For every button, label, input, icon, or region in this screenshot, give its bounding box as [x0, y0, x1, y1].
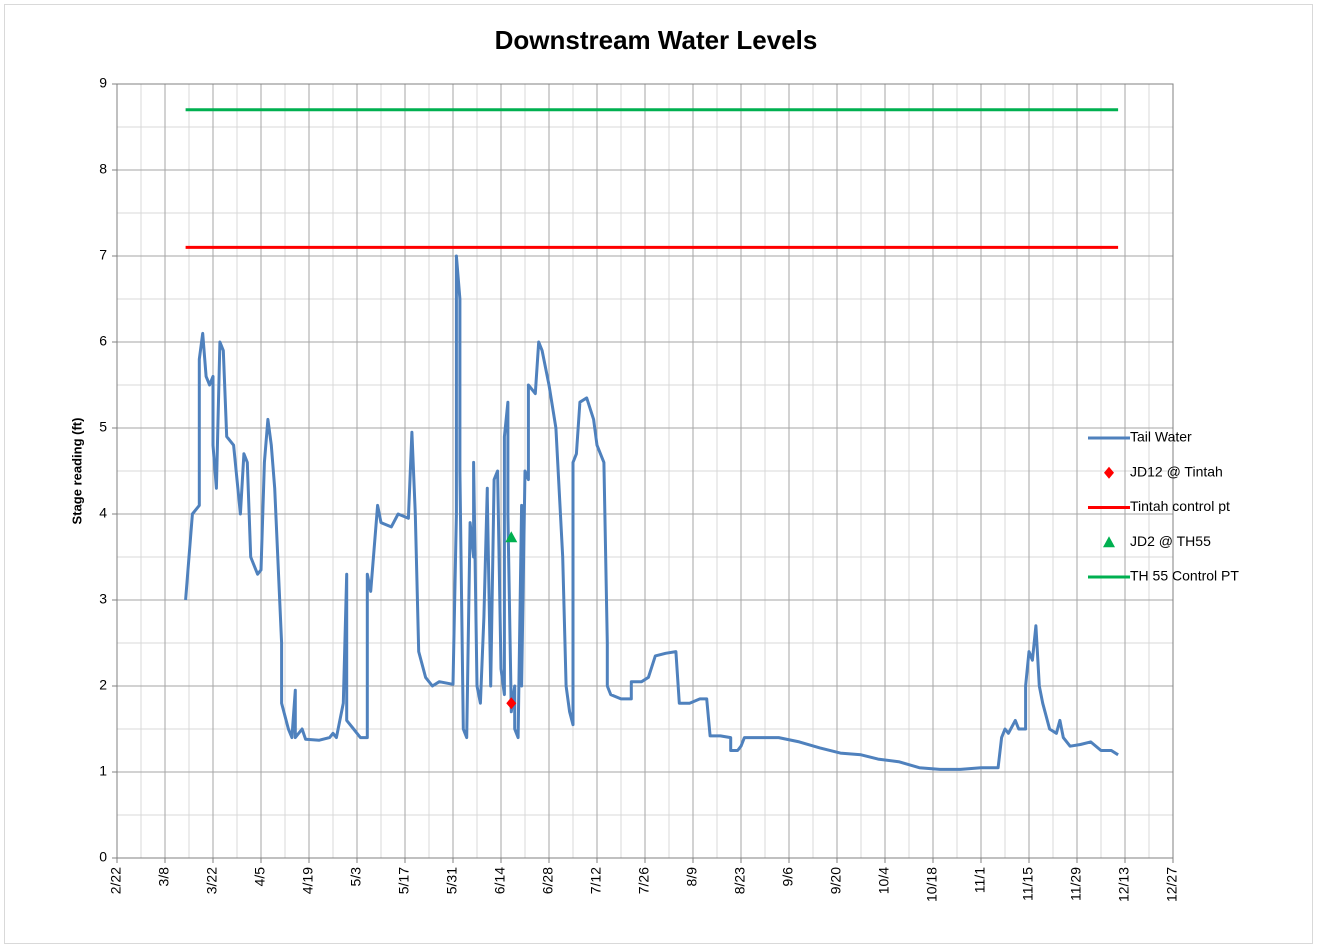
- x-tick-label: 5/31: [444, 867, 460, 894]
- legend-label: JD2 @ TH55: [1130, 533, 1211, 549]
- x-tick-label: 5/17: [396, 867, 412, 894]
- data-point: [506, 697, 517, 710]
- x-tick-label: 5/3: [348, 867, 364, 887]
- y-tick-label: 8: [99, 161, 107, 177]
- x-tick-label: 12/27: [1164, 867, 1180, 902]
- plot-border: [116, 83, 1174, 859]
- legend-label: JD12 @ Tintah: [1130, 463, 1223, 479]
- x-tick-label: 2/22: [108, 867, 124, 894]
- x-tick-label: 7/12: [588, 867, 604, 894]
- x-tick-label: 4/5: [252, 867, 268, 887]
- data-point: [505, 531, 518, 543]
- x-tick-label: 6/14: [492, 867, 508, 894]
- y-axis-label: Stage reading (ft): [69, 418, 84, 525]
- x-tick-label: 12/13: [1116, 867, 1132, 902]
- legend-label: TH 55 Control PT: [1130, 568, 1239, 584]
- y-tick-label: 4: [99, 505, 107, 521]
- x-tick-label: 6/28: [540, 867, 556, 894]
- y-tick-label: 3: [99, 591, 107, 607]
- y-tick-label: 2: [99, 677, 107, 693]
- legend-swatch: [1104, 466, 1114, 479]
- x-tick-label: 11/1: [972, 867, 988, 893]
- x-tick-label: 9/6: [780, 867, 796, 887]
- x-tick-label: 3/8: [156, 867, 172, 887]
- y-tick-label: 1: [99, 763, 107, 779]
- y-tick-label: 6: [99, 333, 107, 349]
- x-tick-label: 11/15: [1020, 867, 1036, 901]
- x-tick-label: 10/4: [876, 867, 892, 894]
- x-tick-label: 7/26: [636, 867, 652, 894]
- x-tick-label: 8/23: [732, 867, 748, 894]
- x-tick-label: 3/22: [204, 867, 220, 894]
- legend-label: Tintah control pt: [1130, 498, 1230, 514]
- x-tick-label: 10/18: [924, 867, 940, 902]
- legend-swatch: [1103, 536, 1115, 548]
- chart-border: [4, 4, 1313, 944]
- y-tick-label: 7: [99, 247, 107, 263]
- legend-label: Tail Water: [1130, 429, 1192, 445]
- x-tick-label: 4/19: [300, 867, 316, 894]
- x-tick-label: 11/29: [1068, 867, 1084, 901]
- x-tick-label: 8/9: [684, 867, 700, 887]
- y-tick-label: 5: [99, 419, 107, 435]
- data-line: [184, 254, 1119, 771]
- chart-title: Downstream Water Levels: [495, 25, 818, 55]
- x-tick-label: 9/20: [828, 867, 844, 894]
- y-tick-label: 0: [99, 849, 107, 865]
- y-tick-label: 9: [99, 75, 107, 91]
